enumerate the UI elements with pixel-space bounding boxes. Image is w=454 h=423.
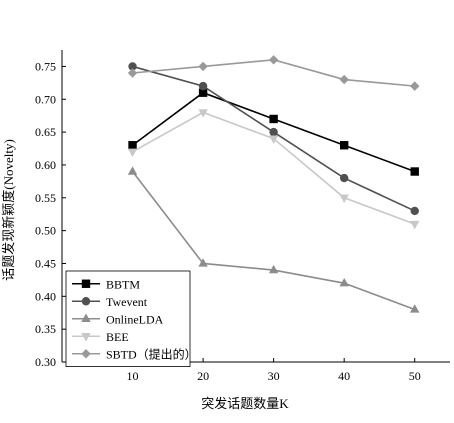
x-tick-label: 20 bbox=[197, 369, 209, 383]
legend-marker bbox=[81, 349, 91, 359]
y-tick-label: 0.50 bbox=[35, 224, 56, 238]
data-point bbox=[339, 277, 349, 287]
data-point bbox=[339, 173, 349, 183]
data-point bbox=[339, 74, 349, 85]
legend-entry: BBTM bbox=[72, 277, 140, 291]
legend-entry: BEE bbox=[72, 330, 129, 344]
legend-label: Twevent bbox=[106, 295, 148, 309]
series-layer bbox=[127, 55, 420, 313]
x-tick-label: 30 bbox=[268, 369, 280, 383]
legend-marker bbox=[81, 297, 91, 306]
y-tick-label: 0.30 bbox=[35, 355, 56, 369]
x-axis-title: 突发话题数量K bbox=[201, 396, 289, 411]
data-point bbox=[127, 68, 138, 78]
legend-entry: Twevent bbox=[72, 295, 148, 309]
data-point bbox=[410, 220, 420, 230]
series-4 bbox=[127, 55, 420, 91]
data-point bbox=[410, 81, 420, 91]
data-point bbox=[128, 62, 137, 71]
legend: BBTM Twevent OnlineLDA BEE SBTD（提出的） bbox=[65, 270, 197, 367]
legend-marker bbox=[81, 313, 91, 322]
legend-label: OnlineLDA bbox=[106, 312, 164, 326]
data-point bbox=[198, 81, 208, 91]
data-point bbox=[339, 141, 349, 150]
y-tick-label: 0.75 bbox=[35, 59, 56, 73]
y-tick-label: 0.35 bbox=[35, 322, 56, 336]
data-point bbox=[410, 304, 420, 313]
y-tick-label: 0.40 bbox=[35, 289, 56, 303]
data-point bbox=[268, 55, 279, 65]
series-2 bbox=[127, 166, 420, 313]
legend-marker bbox=[81, 333, 91, 342]
data-point bbox=[198, 61, 208, 72]
data-point bbox=[198, 109, 208, 118]
data-point bbox=[410, 167, 419, 176]
data-point bbox=[128, 141, 137, 150]
y-tick-label: 0.45 bbox=[35, 256, 56, 270]
data-point bbox=[127, 166, 138, 175]
series-3 bbox=[127, 109, 420, 230]
y-tick-label: 0.55 bbox=[35, 191, 56, 205]
legend-entry: OnlineLDA bbox=[72, 312, 164, 326]
series-0 bbox=[128, 88, 419, 176]
data-point bbox=[198, 258, 208, 267]
x-tick-label: 10 bbox=[127, 369, 139, 383]
legend-label: BEE bbox=[106, 330, 129, 344]
data-point bbox=[339, 194, 349, 203]
y-tick-label: 0.70 bbox=[35, 92, 56, 106]
legend-label: SBTD（提出的） bbox=[106, 346, 197, 361]
axes: 0.30 0.35 0.40 0.45 0.50 0.55 0.60 0.65 0.70 0.75… bbox=[35, 50, 450, 383]
x-tick-label: 50 bbox=[409, 369, 421, 383]
data-point bbox=[269, 114, 278, 124]
data-point bbox=[268, 135, 279, 144]
legend-marker bbox=[81, 279, 91, 288]
y-tick-label: 0.65 bbox=[35, 125, 56, 139]
x-tick-label: 40 bbox=[338, 369, 350, 383]
data-point bbox=[410, 206, 419, 216]
data-point bbox=[127, 148, 138, 158]
data-point bbox=[198, 88, 208, 97]
y-axis-title: 话题发现新颖度(Novelty) bbox=[1, 139, 16, 281]
legend-entry: SBTD（提出的） bbox=[72, 346, 197, 361]
legend-label: BBTM bbox=[106, 277, 140, 291]
series-1 bbox=[128, 62, 419, 216]
y-tick-label: 0.60 bbox=[35, 158, 56, 172]
data-point bbox=[269, 127, 278, 137]
data-point bbox=[268, 264, 279, 274]
